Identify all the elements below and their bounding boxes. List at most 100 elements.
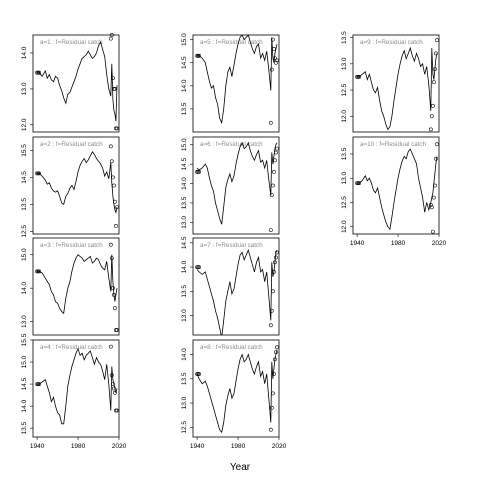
panel-a9: a=9 : f=Residual catch 12.0 12.5 13.0 13.5 bbox=[341, 31, 440, 133]
data-point bbox=[268, 120, 273, 125]
series-line bbox=[37, 347, 118, 425]
data-point bbox=[273, 60, 278, 65]
data-point bbox=[270, 391, 275, 396]
y-tick-label: 13.5 bbox=[181, 285, 188, 298]
data-point bbox=[268, 323, 273, 328]
data-point bbox=[111, 286, 115, 291]
data-point bbox=[114, 328, 118, 332]
series-line bbox=[197, 35, 278, 125]
data-point bbox=[115, 408, 119, 413]
data-point bbox=[114, 126, 118, 131]
y-tick-label: 13.0 bbox=[21, 82, 28, 95]
panel-frame bbox=[192, 237, 280, 336]
y-tick-label: 14.5 bbox=[181, 56, 188, 69]
data-point bbox=[113, 390, 117, 395]
panel-title: a=3 : f=Residual catch bbox=[40, 242, 103, 249]
y-tick-label: 12.5 bbox=[341, 196, 348, 209]
data-point bbox=[272, 158, 277, 163]
data-point bbox=[271, 47, 276, 51]
data-point bbox=[269, 405, 274, 410]
y-tick-label: 14.0 bbox=[181, 79, 188, 92]
y-tick-label: 13.5 bbox=[181, 196, 188, 209]
data-point bbox=[37, 269, 42, 274]
data-point bbox=[112, 292, 116, 297]
panel-title: a=8 : f=Residual catch bbox=[200, 344, 263, 351]
data-point bbox=[37, 382, 42, 387]
y-tick-label: 13.5 bbox=[21, 421, 28, 434]
data-point bbox=[432, 183, 437, 188]
panel-frame bbox=[192, 136, 280, 235]
y-tick-label: 13.0 bbox=[341, 57, 348, 70]
panel-title: a=10 : f=Residual catch bbox=[360, 141, 427, 148]
y-tick-label: 13.0 bbox=[21, 315, 28, 328]
data-point bbox=[113, 306, 117, 311]
y-tick-label: 12.0 bbox=[341, 220, 348, 233]
data-point bbox=[429, 114, 434, 119]
data-point bbox=[108, 144, 113, 149]
data-point bbox=[272, 357, 277, 362]
data-point bbox=[114, 408, 118, 413]
y-tick-label: 14.0 bbox=[181, 260, 188, 273]
data-point bbox=[275, 250, 279, 255]
data-point bbox=[270, 183, 275, 188]
panel-a6: a=6 : f=Residual catch 13.0 13.5 14.0 14.5 15… bbox=[181, 136, 280, 235]
data-point bbox=[431, 80, 436, 85]
y-tick-label: 15.0 bbox=[181, 138, 188, 151]
panel-a5: a=5 : f=Residual catch 13.5 14.0 14.5 15.0 bbox=[181, 33, 280, 133]
y-tick-label: 12.0 bbox=[341, 110, 348, 123]
data-point bbox=[197, 372, 202, 376]
data-point bbox=[108, 242, 113, 247]
data-point bbox=[113, 87, 117, 91]
data-point bbox=[270, 289, 275, 294]
y-tick-label: 13.5 bbox=[341, 31, 348, 44]
panel-title: a=2 : f=Residual catch bbox=[40, 141, 103, 148]
x-tick-label: 1980 bbox=[71, 443, 86, 450]
y-tick-label: 12.5 bbox=[21, 225, 28, 238]
y-tick-label: 13.5 bbox=[181, 372, 188, 385]
data-point bbox=[435, 38, 439, 43]
x-tick-label: 1940 bbox=[30, 443, 45, 450]
data-point bbox=[428, 202, 433, 207]
data-point bbox=[435, 142, 439, 147]
data-point bbox=[272, 56, 277, 61]
data-point bbox=[114, 223, 118, 228]
data-point bbox=[37, 70, 42, 75]
panel-title: a=9 : f=Residual catch bbox=[360, 39, 423, 46]
series-line bbox=[37, 151, 118, 214]
panel-title: a=6 : f=Residual catch bbox=[200, 141, 263, 148]
data-point bbox=[109, 256, 114, 261]
panel-a10: a=10 : f=Residual catch 12.0 12.5 13.0 13.5 1… bbox=[341, 136, 447, 247]
y-tick-label: 15.0 bbox=[181, 33, 188, 46]
panel-title: a=5 : f=Residual catch bbox=[200, 39, 263, 46]
series-line bbox=[357, 46, 438, 131]
data-point bbox=[428, 127, 433, 132]
data-point bbox=[432, 67, 437, 72]
y-tick-label: 14.5 bbox=[21, 171, 28, 184]
data-point bbox=[269, 308, 274, 313]
data-point bbox=[275, 58, 279, 63]
data-point bbox=[197, 169, 202, 174]
x-tick-label: 2020 bbox=[112, 443, 127, 450]
data-point bbox=[109, 33, 114, 37]
data-point bbox=[433, 51, 438, 56]
panel-title: a=7 : f=Residual catch bbox=[200, 242, 263, 249]
y-tick-label: 14.0 bbox=[181, 348, 188, 361]
panel-frame bbox=[192, 34, 280, 133]
panel-title: a=1 : f=Residual catch bbox=[40, 39, 103, 46]
panel-frame bbox=[32, 136, 120, 235]
data-point bbox=[268, 228, 273, 233]
y-tick-label: 13.5 bbox=[181, 102, 188, 115]
series-line bbox=[196, 349, 278, 434]
x-tick-label: 1980 bbox=[391, 240, 406, 247]
y-tick-label: 14.5 bbox=[181, 236, 188, 249]
data-point bbox=[429, 205, 434, 210]
x-tick-label: 1940 bbox=[190, 443, 205, 450]
data-point bbox=[357, 75, 362, 79]
data-point bbox=[270, 37, 275, 42]
x-tick-label: 1940 bbox=[350, 240, 365, 247]
panel-frame bbox=[192, 339, 280, 438]
data-point bbox=[111, 175, 115, 180]
data-point bbox=[269, 193, 274, 198]
y-tick-label: 13.0 bbox=[341, 172, 348, 185]
x-tick-label: 2020 bbox=[432, 240, 447, 247]
